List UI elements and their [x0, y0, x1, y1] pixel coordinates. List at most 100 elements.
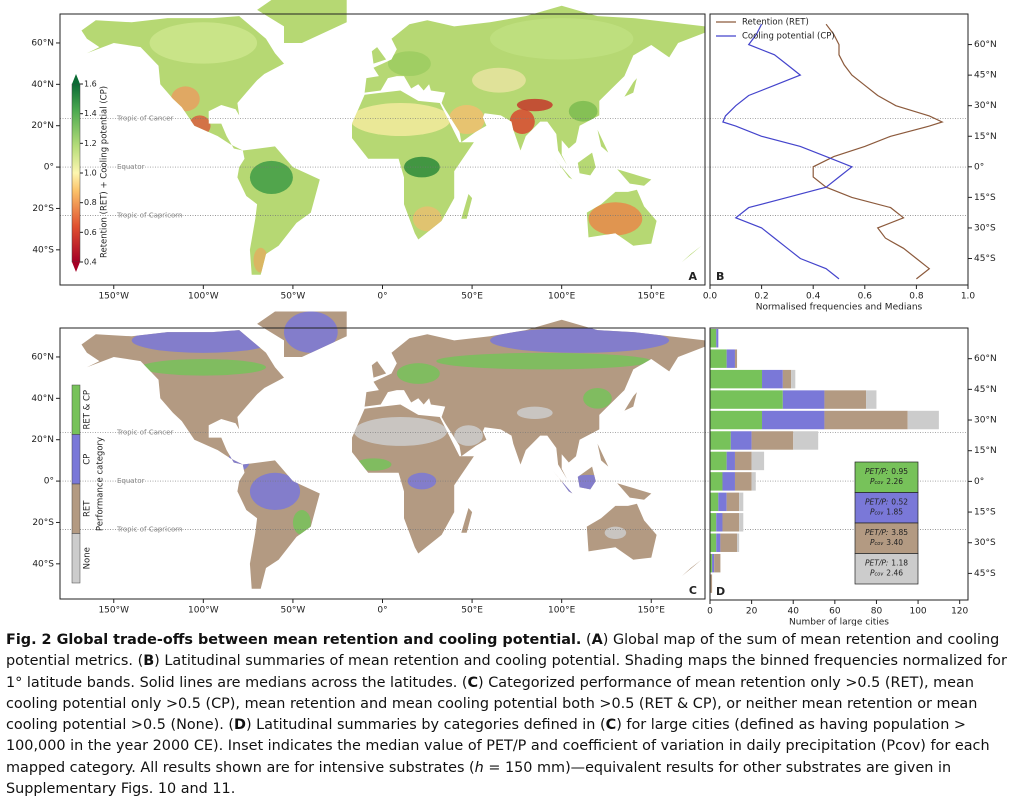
inset-pcov-value: 1.85 [886, 508, 903, 517]
region [448, 105, 485, 134]
land [615, 78, 637, 101]
inset-pcov-sub: cov [875, 571, 885, 577]
map-shading [131, 311, 670, 540]
y-tick-label: 0° [974, 162, 984, 172]
region [283, 311, 338, 353]
land [617, 169, 652, 186]
lon-tick-label: 100°E [548, 606, 576, 616]
inset-box [854, 522, 919, 554]
lat-tick-label: 60°N [31, 38, 54, 48]
bar-segment [734, 451, 752, 471]
category-label: RET [83, 500, 93, 517]
reference-label: Equator [117, 163, 145, 171]
inset-pcov: Pcov 2.46 [870, 569, 903, 578]
region [396, 363, 440, 384]
category-label: RET & CP [83, 390, 93, 430]
land [597, 443, 609, 467]
caption-text: ( [581, 632, 592, 648]
bar-segment [710, 513, 717, 532]
lat-tick-label: 0° [44, 477, 54, 487]
lat-tick-label: 20°S [32, 518, 54, 528]
inset-petp-label: PET/P: [865, 498, 888, 507]
map [81, 0, 705, 275]
bar-segment [730, 431, 752, 450]
region [412, 206, 442, 232]
median-line [812, 23, 944, 280]
x-tick-label: 0 [707, 607, 713, 617]
bar-segment [712, 553, 715, 573]
panel-label: D [716, 585, 725, 598]
inset-box [854, 492, 919, 524]
caption-text: Fig. 2 Global trade-offs between mean re… [6, 632, 582, 648]
lat-tick-label: 40°S [32, 245, 54, 255]
colorbar-tick-label: 1.2 [84, 139, 97, 148]
colorbar-tick-label: 0.8 [84, 198, 97, 207]
region [149, 22, 258, 64]
bar-segment [710, 390, 783, 409]
legend-label: Retention (RET) [742, 18, 809, 28]
x-tick-label: 60 [829, 607, 841, 617]
land [577, 152, 596, 176]
y-tick-label: 15°S [974, 193, 996, 203]
region [604, 526, 627, 540]
bar-segment [824, 390, 867, 409]
region [489, 328, 670, 353]
y-tick-label: 15°N [974, 132, 997, 142]
inset-pcov: Pcov 1.85 [870, 508, 903, 517]
y-tick-label: 30°N [974, 101, 997, 111]
inset-petp-value: 0.95 [891, 467, 908, 476]
lat-tick-label: 20°N [31, 435, 54, 445]
land [552, 470, 573, 494]
region [292, 510, 311, 535]
x-tick-label: 120 [951, 607, 968, 617]
bar-segment [710, 349, 727, 368]
region [568, 100, 598, 122]
caption-text: C [467, 674, 479, 691]
bar-segment [782, 390, 825, 409]
bar-segment [762, 369, 783, 389]
colorbar-tick-label: 1.0 [84, 169, 97, 178]
lon-tick-label: 150°E [638, 606, 666, 616]
caption-text: ) Latitudinal summaries of mean retentio… [6, 653, 1007, 691]
panel-label: C [689, 584, 697, 597]
colorbar-extend [72, 262, 80, 272]
land [597, 129, 609, 153]
bar-segment [739, 513, 744, 532]
region [189, 115, 211, 137]
category-label: CP [83, 454, 93, 465]
inset-pcov-label: P [870, 508, 875, 517]
x-tick-label: 80 [871, 607, 883, 617]
category-swatch [71, 533, 81, 584]
y-tick-label: 30°N [974, 416, 997, 426]
lon-tick-label: 150°W [98, 292, 129, 302]
land [371, 47, 387, 64]
bar-segment [791, 369, 796, 389]
reference-label: Tropic of Cancer [116, 429, 173, 437]
bar-segment [710, 533, 717, 552]
lat-tick-label: 0° [44, 163, 54, 173]
region [249, 160, 293, 194]
land [461, 508, 473, 533]
land [681, 245, 702, 263]
inset-pcov-value: 2.26 [886, 477, 903, 486]
lon-tick-label: 150°E [638, 292, 666, 302]
bar-segment [734, 472, 752, 491]
bar-segment [751, 451, 765, 471]
region [588, 202, 643, 236]
bar-segment [710, 369, 763, 389]
bar-segment [710, 329, 717, 348]
x-axis-label: Normalised frequencies and Medians [756, 303, 923, 313]
legend-label: Cooling potential (CP) [742, 32, 835, 42]
lat-tick-label: 40°N [31, 80, 54, 90]
bar-segment [782, 369, 792, 389]
lon-tick-label: 100°W [188, 606, 219, 616]
caption: Fig. 2 Global trade-offs between mean re… [6, 630, 1024, 800]
bar-segment [718, 492, 727, 512]
region [436, 352, 652, 370]
x-tick-label: 1.0 [961, 292, 976, 302]
category-swatch [71, 384, 81, 435]
y-tick-label: 30°S [974, 223, 996, 233]
colorbar-label: Retention (RET) + Cooling potential (CP) [100, 86, 110, 258]
lat-tick-label: 40°S [32, 559, 54, 569]
inset-pcov-sub: cov [875, 510, 885, 516]
